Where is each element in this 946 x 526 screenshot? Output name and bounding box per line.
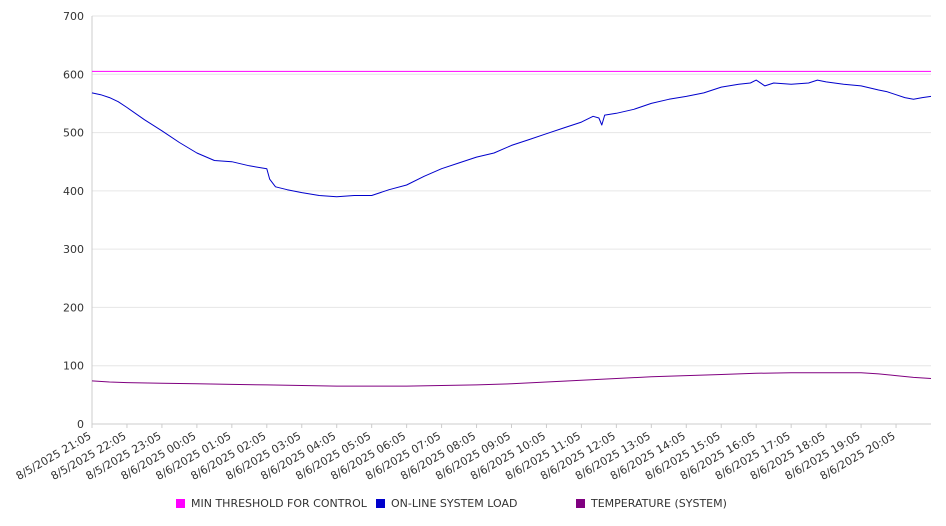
temperature-line [91,372,932,387]
system-load-line [91,79,932,198]
y-tick-label: 600 [63,68,84,81]
y-tick-label: 500 [63,127,84,140]
axes [91,16,931,425]
legend-swatch-temperature [576,499,585,508]
y-tick-label: 200 [63,301,84,314]
y-tick-label: 300 [63,243,84,256]
legend-label-temperature: TEMPERATURE (SYSTEM) [591,497,727,510]
legend-label-threshold: MIN THRESHOLD FOR CONTROL [191,497,367,510]
gridlines [92,15,931,425]
legend-swatch-system-load [376,499,385,508]
legend-label-system-load: ON-LINE SYSTEM LOAD [391,497,518,510]
x-axis-tick-labels: 8/5/2025 21:058/5/2025 22:058/5/2025 23:… [14,424,898,483]
y-tick-label: 0 [77,418,84,431]
legend-swatch-threshold [176,499,185,508]
legend-item-threshold[interactable]: MIN THRESHOLD FOR CONTROL [176,497,367,510]
legend-item-system-load[interactable]: ON-LINE SYSTEM LOAD [376,497,517,510]
y-tick-label: 700 [63,10,84,23]
y-tick-label: 100 [63,360,84,373]
legend-item-temperature[interactable]: TEMPERATURE (SYSTEM) [576,497,727,510]
legend: MIN THRESHOLD FOR CONTROL ON-LINE SYSTEM… [0,497,946,515]
y-axis-tick-labels: 0 100 200 300 400 500 600 700 [63,10,84,431]
y-tick-label: 400 [63,185,84,198]
series-lines [91,70,932,387]
